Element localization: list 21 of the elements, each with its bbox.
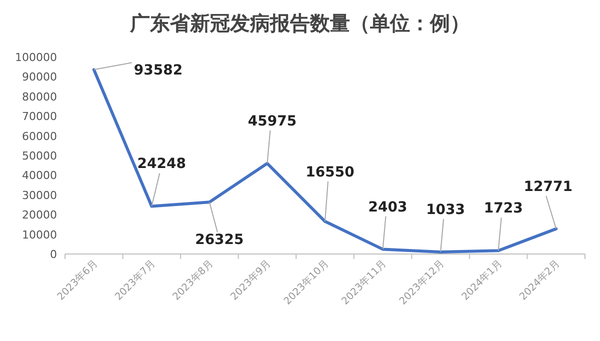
y-tick-label: 50000 [22, 150, 57, 162]
y-tick-label: 10000 [22, 228, 57, 242]
y-tick-label: 70000 [22, 110, 57, 124]
y-tick-label: 90000 [22, 70, 57, 84]
data-label: 93582 [134, 62, 183, 79]
data-label: 24248 [137, 156, 186, 172]
y-tick-label: 100000 [15, 51, 57, 64]
data-label: 2403 [368, 199, 408, 216]
y-tick-label: 80000 [22, 90, 57, 104]
y-tick-label: 0 [50, 248, 57, 261]
data-label: 16550 [306, 164, 355, 180]
data-label: 1033 [426, 202, 466, 218]
data-label: 45975 [248, 113, 297, 130]
data-label: 12771 [524, 178, 572, 195]
y-tick-label: 60000 [22, 130, 57, 143]
data-label: 26325 [195, 232, 244, 248]
data-label: 1723 [484, 200, 523, 217]
y-tick-label: 40000 [22, 169, 57, 182]
y-tick-label: 20000 [22, 208, 57, 222]
y-tick-label: 30000 [22, 188, 57, 202]
chart-title: 广东省新冠发病报告数量（单位：例） [129, 12, 470, 35]
